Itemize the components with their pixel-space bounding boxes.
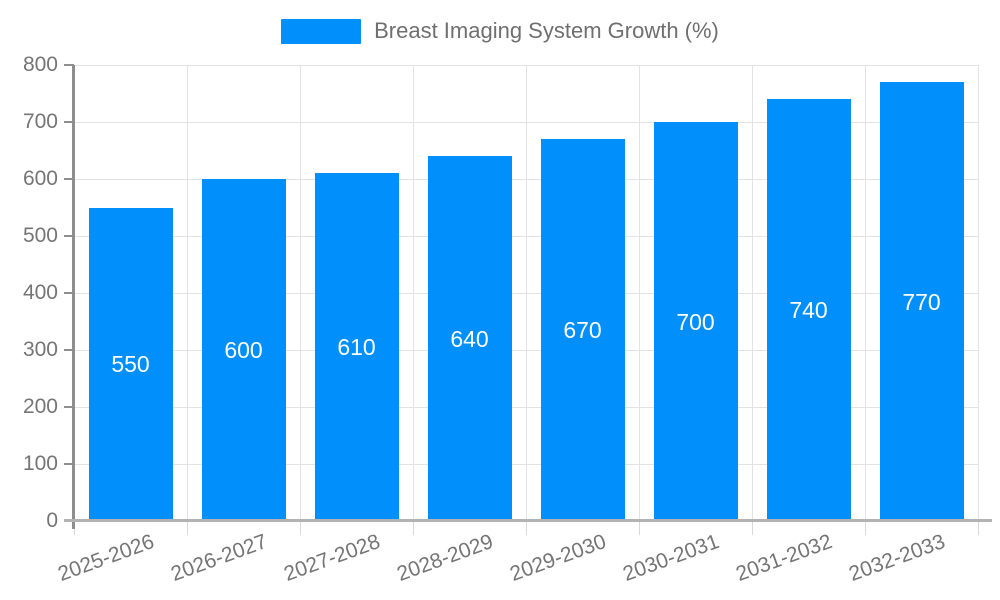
y-tick-label: 500 (22, 224, 58, 247)
x-tick (864, 521, 866, 535)
y-axis-line (72, 65, 75, 529)
legend-label: Breast Imaging System Growth (%) (374, 18, 719, 43)
bar-value-label: 770 (902, 288, 941, 315)
y-axis: 0 100 200 300 400 500 600 700 800 (0, 53, 58, 532)
y-tick-label: 0 (46, 509, 58, 532)
x-axis-line (64, 519, 992, 522)
legend-swatch (281, 18, 362, 44)
bar (879, 82, 964, 521)
gridline-vertical (864, 65, 866, 521)
x-tick (977, 521, 979, 535)
y-tick (64, 64, 74, 66)
bar-value-label: 610 (337, 334, 376, 361)
x-tick (638, 521, 640, 535)
bar-value-label: 550 (111, 351, 150, 378)
bar (540, 139, 625, 521)
y-tick (64, 235, 74, 237)
x-tick (412, 521, 414, 535)
y-tick-label: 300 (22, 338, 58, 361)
gridline-vertical (299, 65, 301, 521)
y-tick (64, 406, 74, 408)
y-tick (64, 463, 74, 465)
bar-value-label: 740 (789, 297, 828, 324)
gridline-vertical (751, 65, 753, 521)
x-tick (525, 521, 527, 535)
gridline-vertical (977, 65, 979, 521)
y-tick (64, 292, 74, 294)
y-tick-label: 100 (22, 452, 58, 475)
legend-item[interactable]: Breast Imaging System Growth (%) (0, 18, 1000, 44)
bar-value-label: 640 (450, 325, 489, 352)
bar (427, 156, 512, 521)
gridline-vertical (412, 65, 414, 521)
bar-value-label: 600 (224, 337, 263, 363)
bar (653, 122, 738, 521)
y-tick (64, 121, 74, 123)
y-tick-label: 600 (22, 167, 58, 190)
y-tick-label: 700 (22, 110, 58, 133)
gridline-vertical (186, 65, 188, 521)
bar-value-label: 670 (563, 317, 602, 344)
bar (314, 173, 399, 521)
gridline-vertical (525, 65, 527, 521)
y-tick-label: 200 (22, 395, 58, 418)
gridline-vertical (638, 65, 640, 521)
y-tick-label: 400 (22, 281, 58, 304)
bar (201, 179, 286, 521)
x-tick (186, 521, 188, 535)
y-tick (64, 178, 74, 180)
x-tick (299, 521, 301, 535)
y-tick (64, 349, 74, 351)
bar (88, 207, 173, 521)
plot-area: 550 2025-2026 600 2026-2027 610 2027-2028 640 2… (54, 64, 992, 586)
bar (766, 99, 851, 521)
bar-value-label: 700 (676, 308, 715, 335)
x-tick (751, 521, 753, 535)
y-tick-label: 800 (22, 53, 58, 76)
